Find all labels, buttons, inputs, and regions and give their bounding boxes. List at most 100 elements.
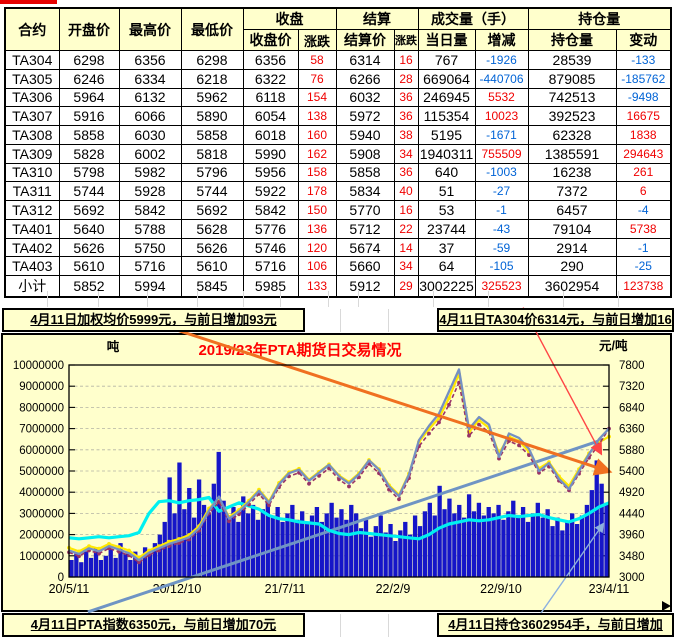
cell[interactable]: 5964 bbox=[58, 87, 120, 108]
cell[interactable]: 5640 bbox=[58, 218, 120, 239]
cell[interactable]: 76 bbox=[297, 68, 337, 89]
cell[interactable]: 160 bbox=[297, 125, 337, 145]
cell[interactable]: 5842 bbox=[118, 200, 182, 220]
cell[interactable]: 6322 bbox=[242, 68, 299, 89]
cell[interactable]: 23744 bbox=[417, 218, 476, 239]
cell[interactable]: 34 bbox=[393, 256, 419, 277]
cell[interactable]: 5692 bbox=[180, 200, 244, 220]
cell[interactable]: -1 bbox=[474, 200, 529, 220]
cell[interactable]: 5744 bbox=[180, 181, 244, 202]
cell[interactable]: 22 bbox=[393, 218, 419, 239]
cell[interactable]: 6132 bbox=[118, 87, 182, 108]
cell[interactable]: 16 bbox=[393, 50, 419, 70]
header-settle-change[interactable]: 涨跌 bbox=[393, 29, 419, 51]
cell[interactable]: 79104 bbox=[527, 218, 617, 239]
cell[interactable]: 5798 bbox=[58, 162, 120, 183]
cell[interactable]: 6018 bbox=[242, 125, 299, 145]
header-volume-group[interactable]: 成交量（手） bbox=[417, 7, 529, 30]
cell[interactable]: -1926 bbox=[474, 50, 529, 70]
cell[interactable]: TA309 bbox=[4, 143, 60, 164]
cell[interactable]: 5845 bbox=[180, 275, 244, 298]
cell[interactable]: 34 bbox=[393, 143, 419, 164]
cell[interactable]: 5770 bbox=[335, 200, 395, 220]
cell[interactable]: 5940 bbox=[335, 125, 395, 145]
cell[interactable]: 5858 bbox=[335, 162, 395, 183]
cell[interactable]: 38 bbox=[393, 125, 419, 145]
cell[interactable]: 138 bbox=[297, 106, 337, 127]
info-bar-ta304[interactable]: 4月11日TA304价6314元，与前日增加16元 bbox=[437, 308, 674, 332]
cell[interactable]: 640 bbox=[417, 162, 476, 183]
cell[interactable]: 5660 bbox=[335, 256, 395, 277]
cell[interactable]: 36 bbox=[393, 106, 419, 127]
cell[interactable]: 6002 bbox=[118, 143, 182, 164]
cell[interactable]: 261 bbox=[615, 162, 672, 183]
cell[interactable]: 5982 bbox=[118, 162, 182, 183]
cell[interactable]: 767 bbox=[417, 50, 476, 70]
cell[interactable]: 5818 bbox=[180, 143, 244, 164]
cell[interactable]: 5610 bbox=[180, 256, 244, 277]
cell[interactable]: 6066 bbox=[118, 106, 182, 127]
cell[interactable]: -43 bbox=[474, 218, 529, 239]
cell[interactable]: 7372 bbox=[527, 181, 617, 202]
cell[interactable]: 5928 bbox=[118, 181, 182, 202]
info-bar-open-interest[interactable]: 4月11日持仓3602954手，与前日增加123738手 bbox=[437, 613, 674, 637]
cell[interactable]: 36 bbox=[393, 162, 419, 183]
cell[interactable]: 6298 bbox=[58, 50, 120, 70]
cell[interactable]: TA312 bbox=[4, 200, 60, 220]
cell[interactable]: 5674 bbox=[335, 237, 395, 258]
cell[interactable]: 5716 bbox=[242, 256, 299, 277]
cell[interactable]: 123738 bbox=[615, 275, 672, 298]
cell[interactable]: -133 bbox=[615, 50, 672, 70]
cell[interactable]: 小计 bbox=[4, 275, 60, 298]
cell[interactable]: 16675 bbox=[615, 106, 672, 127]
cell[interactable]: 5692 bbox=[58, 200, 120, 220]
cell[interactable]: 162 bbox=[297, 143, 337, 164]
cell[interactable]: 1940311 bbox=[417, 143, 476, 164]
header-settle-price[interactable]: 结算价 bbox=[335, 29, 395, 51]
cell[interactable]: 5912 bbox=[335, 275, 395, 298]
cell[interactable]: 6457 bbox=[527, 200, 617, 220]
cell[interactable]: 5626 bbox=[58, 237, 120, 258]
cell[interactable]: 136 bbox=[297, 218, 337, 239]
cell[interactable]: 28 bbox=[393, 68, 419, 89]
cell[interactable]: 106 bbox=[297, 256, 337, 277]
cell[interactable]: -59 bbox=[474, 237, 529, 258]
cell[interactable]: 16 bbox=[393, 200, 419, 220]
cell[interactable]: 5788 bbox=[118, 218, 182, 239]
cell[interactable]: TA308 bbox=[4, 125, 60, 145]
header-oi[interactable]: 持仓量 bbox=[527, 29, 617, 51]
cell[interactable]: TA304 bbox=[4, 50, 60, 70]
cell[interactable]: 5746 bbox=[242, 237, 299, 258]
cell[interactable]: TA310 bbox=[4, 162, 60, 183]
cell[interactable]: 6054 bbox=[242, 106, 299, 127]
cell[interactable]: 755509 bbox=[474, 143, 529, 164]
cell[interactable]: 5916 bbox=[58, 106, 120, 127]
cell[interactable]: 6314 bbox=[335, 50, 395, 70]
cell[interactable]: 5532 bbox=[474, 87, 529, 108]
cell[interactable]: 40 bbox=[393, 181, 419, 202]
cell[interactable]: 5842 bbox=[242, 200, 299, 220]
trading-chart-svg[interactable]: 0 3000 1000000 3480 2000000 3960 3000000 4440 40… bbox=[3, 307, 670, 637]
cell[interactable]: 5750 bbox=[118, 237, 182, 258]
cell[interactable]: TA311 bbox=[4, 181, 60, 202]
cell[interactable]: TA305 bbox=[4, 68, 60, 89]
cell[interactable]: 62328 bbox=[527, 125, 617, 145]
cell[interactable]: 392523 bbox=[527, 106, 617, 127]
cell[interactable]: 6 bbox=[615, 181, 672, 202]
cell[interactable]: -1 bbox=[615, 237, 672, 258]
cell[interactable]: 5890 bbox=[180, 106, 244, 127]
cell[interactable]: 1385591 bbox=[527, 143, 617, 164]
cell[interactable]: 5858 bbox=[58, 125, 120, 145]
header-open[interactable]: 开盘价 bbox=[58, 7, 120, 51]
cell[interactable]: 6032 bbox=[335, 87, 395, 108]
cell[interactable]: 5738 bbox=[615, 218, 672, 239]
cell[interactable]: TA403 bbox=[4, 256, 60, 277]
cell[interactable]: TA306 bbox=[4, 87, 60, 108]
cell[interactable]: 3602954 bbox=[527, 275, 617, 298]
cell[interactable]: TA307 bbox=[4, 106, 60, 127]
cell[interactable]: 5972 bbox=[335, 106, 395, 127]
header-settle-group[interactable]: 结算 bbox=[335, 7, 419, 30]
header-high[interactable]: 最高价 bbox=[118, 7, 182, 51]
cell[interactable]: 5956 bbox=[242, 162, 299, 183]
cell[interactable]: 5626 bbox=[180, 237, 244, 258]
